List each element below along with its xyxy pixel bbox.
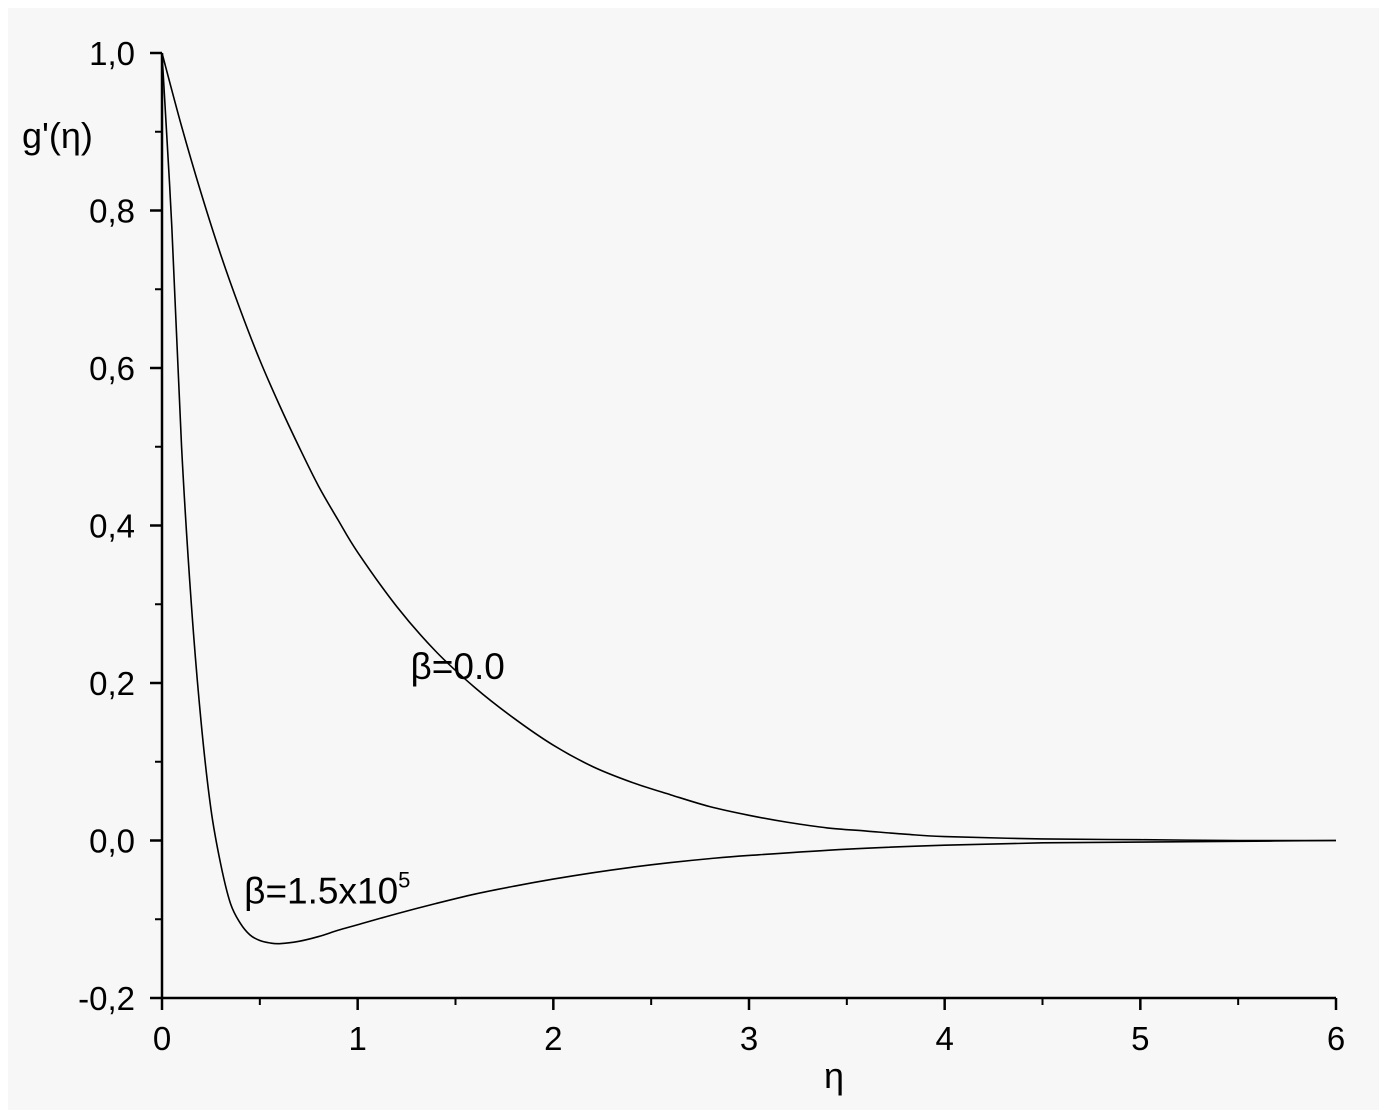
curve-label-superscript: 5 bbox=[398, 868, 410, 893]
x-axis-title: η bbox=[824, 1055, 844, 1096]
curve-label-1: β=0.0 bbox=[410, 646, 504, 687]
series-line-1 bbox=[161, 52, 1337, 842]
y-tick-label: -0,2 bbox=[78, 980, 135, 1017]
y-tick-label: 0,2 bbox=[89, 665, 135, 702]
annotation-layer: β=0.0 β=1.5x105 bbox=[244, 646, 505, 911]
y-tick-label: 0,4 bbox=[89, 508, 135, 545]
y-axis-title: g'(η) bbox=[22, 115, 93, 156]
y-tick-label: 0,6 bbox=[89, 350, 135, 387]
series-layer bbox=[161, 52, 1337, 945]
x-tick-label: 0 bbox=[153, 1020, 171, 1057]
x-tick-label: 2 bbox=[544, 1020, 562, 1057]
x-tick-label: 6 bbox=[1327, 1020, 1345, 1057]
plot-background bbox=[8, 8, 1379, 1110]
y-tick-label: 0,0 bbox=[89, 823, 135, 860]
x-tick-label: 3 bbox=[740, 1020, 758, 1057]
x-tick-label: 4 bbox=[935, 1020, 953, 1057]
y-tick-label: 0,8 bbox=[89, 193, 135, 230]
y-tick-label: 1,0 bbox=[89, 35, 135, 72]
ticks-layer: -0,2 0,0 0,2 0,4 0,6 0,8 1,0 0 1 2 3 4 5 6 bbox=[78, 35, 1345, 1057]
series-line-2 bbox=[161, 52, 1337, 945]
x-tick-label: 1 bbox=[348, 1020, 366, 1057]
curve-label-2: β=1.5x105 bbox=[244, 868, 410, 912]
x-tick-label: 5 bbox=[1131, 1020, 1149, 1057]
